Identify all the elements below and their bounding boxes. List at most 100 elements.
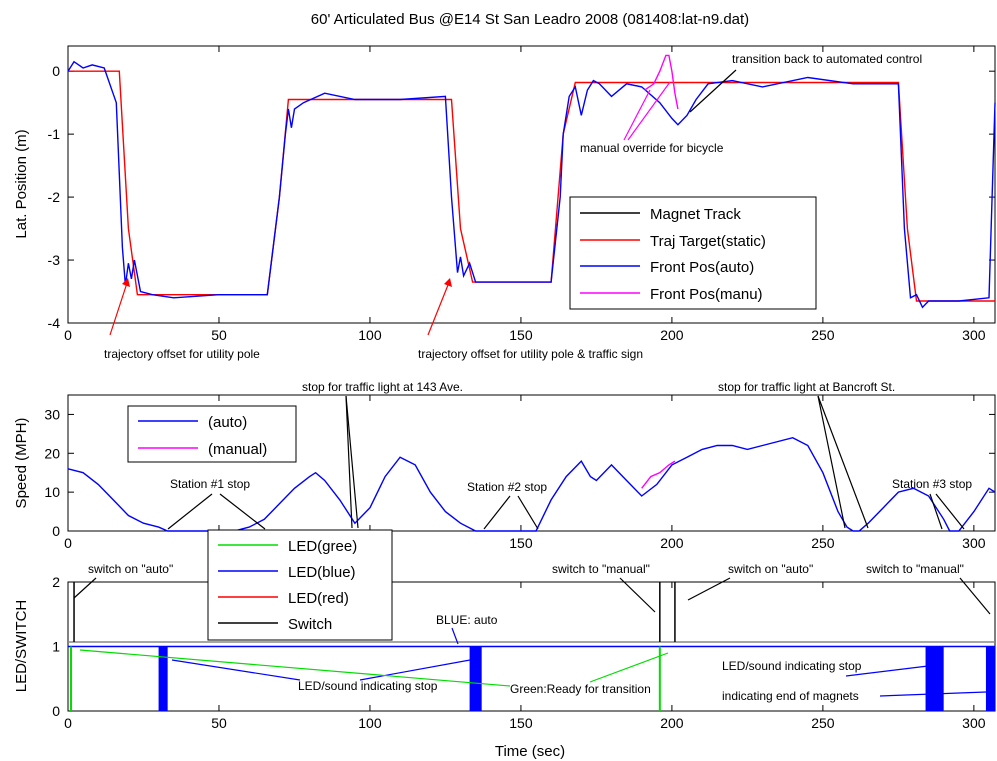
panel3-series (68, 582, 995, 711)
chart-title: 60' Articulated Bus @E14 St San Leadro 2… (311, 11, 749, 28)
annotation-manual-override: manual override for bicycle (580, 141, 724, 155)
ytick-label: 0 (52, 703, 60, 719)
annotation-offset-pole: trajectory offset for utility pole (104, 347, 260, 361)
annotation-switch-on-auto-1: switch on "auto" (88, 562, 173, 576)
ytick-label: -3 (48, 252, 61, 268)
arrow-stop-143-b (345, 395, 359, 529)
annotation-stop-143-ave: stop for traffic light at 143 Ave. (302, 380, 463, 394)
annotation-station-2: Station #2 stop (467, 480, 547, 494)
led-blue-band (469, 646, 482, 711)
xtick-label: 200 (660, 327, 684, 343)
panel1-ticks: 0 50 100 150 200 250 300 0 -1 -2 -3 -4 (48, 46, 995, 343)
legend-2-box (127, 405, 297, 463)
ytick-label: -2 (48, 189, 61, 205)
ytick-label: 30 (44, 406, 60, 422)
xtick-label: 200 (660, 535, 684, 551)
ytick-label: 1 (52, 639, 60, 655)
arrow-green-ready-1 (79, 649, 511, 687)
legend-label-speed-auto: (auto) (208, 414, 247, 431)
xtick-label: 150 (509, 327, 533, 343)
annotation-stop-bancroft: stop for traffic light at Bancroft St. (718, 380, 895, 394)
xtick-label: 300 (962, 715, 986, 731)
xtick-label: 0 (64, 535, 72, 551)
arrow-stop-bancroft-b (817, 395, 869, 529)
ytick-label: -1 (48, 126, 61, 142)
arrow-station-3-b (935, 493, 965, 530)
annotation-switch-manual-2: switch to "manual" (866, 562, 964, 576)
xtick-label: 250 (811, 715, 835, 731)
led-blue-band (925, 646, 944, 711)
annotation-end-magnets: indicating end of magnets (722, 689, 859, 703)
legend-3-box (207, 529, 393, 641)
xtick-label: 200 (660, 715, 684, 731)
led-blue-band (158, 646, 168, 711)
arrow-end-magnets (879, 691, 987, 697)
annotation-station-1: Station #1 stop (170, 477, 250, 491)
arrow-station-1-a (167, 493, 213, 530)
arrowhead-offset-pole-2 (444, 278, 452, 287)
annotation-switch-on-auto-2: switch on "auto" (728, 562, 813, 576)
legend-1: Magnet Track Traj Target(static) Front P… (569, 196, 817, 310)
xtick-label: 100 (358, 327, 382, 343)
xtick-label: 50 (211, 715, 227, 731)
legend-label-manu: Front Pos(manu) (650, 286, 763, 303)
panel1-series (67, 54, 996, 309)
arrow-station-2-b (517, 495, 539, 530)
annotations-1: trajectory offset for utility pole traje… (104, 52, 922, 361)
arrow-led-stop-1b (359, 659, 471, 681)
arrowhead-offset-pole-1 (122, 278, 130, 287)
panel-speed: 0501001502002503003020100 Speed (MPH) (a… (13, 380, 996, 551)
series-line (68, 70, 995, 302)
xtick-label: 100 (358, 715, 382, 731)
annotation-offset-pole-sign: trajectory offset for utility pole & tra… (418, 347, 643, 361)
arrow-switch-on-auto-2 (687, 577, 731, 601)
arrow-stop-bancroft-a (817, 395, 846, 529)
arrow-led-stop-1a (171, 659, 301, 681)
ytick-label: -4 (48, 315, 61, 331)
legend-label-led-red: LED(red) (288, 590, 349, 607)
led-blue-band (985, 646, 995, 711)
series-line (641, 460, 676, 489)
legend-label-magnet: Magnet Track (650, 206, 741, 223)
ylabel-3: LED/SWITCH (13, 600, 30, 693)
series-line (644, 54, 679, 110)
legend-label-led-blue: LED(blue) (288, 564, 356, 581)
legend-label-target: Traj Target(static) (650, 233, 766, 250)
ylabel-2: Speed (MPH) (13, 418, 30, 509)
arrow-blue-auto (451, 627, 459, 645)
annotation-transition-back: transition back to automated control (732, 52, 922, 66)
annotation-blue-auto: BLUE: auto (436, 613, 498, 627)
legend-1-box (569, 196, 817, 310)
arrow-offset-pole-2 (427, 279, 451, 336)
annotation-station-3: Station #3 stop (892, 477, 972, 491)
arrow-stop-143-a (345, 395, 353, 529)
arrow-offset-pole-1 (109, 279, 129, 336)
arrow-manual-override-2 (627, 81, 671, 141)
annotation-led-stop-2: LED/sound indicating stop (722, 659, 862, 673)
xtick-label: 300 (962, 535, 986, 551)
annotation-green-ready: Green:Ready for transition (510, 682, 651, 696)
xtick-label: 250 (811, 327, 835, 343)
panel-lateral-position: 0 50 100 150 200 250 300 0 -1 -2 -3 -4 Lat. Positio… (13, 45, 996, 361)
annotation-led-stop-1: LED/sound indicating stop (298, 679, 438, 693)
ytick-label: 0 (52, 523, 60, 539)
xlabel: Time (sec) (495, 743, 565, 760)
xtick-label: 0 (64, 715, 72, 731)
arrow-station-1-b (219, 493, 266, 530)
arrow-switch-manual-1 (619, 577, 656, 613)
legend-label-speed-manual: (manual) (208, 441, 267, 458)
arrow-switch-on-auto-1 (73, 577, 97, 599)
xtick-label: 150 (509, 535, 533, 551)
panel-led-switch: 0 50 100 150 200 250 300 2 1 0 LED/SWITCH switch … (13, 562, 996, 760)
arrow-green-ready-2 (589, 652, 669, 683)
arrow-station-2-a (483, 495, 511, 530)
arrow-manual-override-1 (623, 89, 651, 141)
xtick-label: 0 (64, 327, 72, 343)
ytick-label: 0 (52, 63, 60, 79)
ytick-label: 20 (44, 445, 60, 461)
plot-frame-1 (67, 45, 996, 324)
ytick-label: 2 (52, 574, 60, 590)
legend-2: (auto) (manual) (127, 405, 297, 463)
annotations-3: switch on "auto" BLUE: auto switch to "m… (73, 562, 991, 703)
